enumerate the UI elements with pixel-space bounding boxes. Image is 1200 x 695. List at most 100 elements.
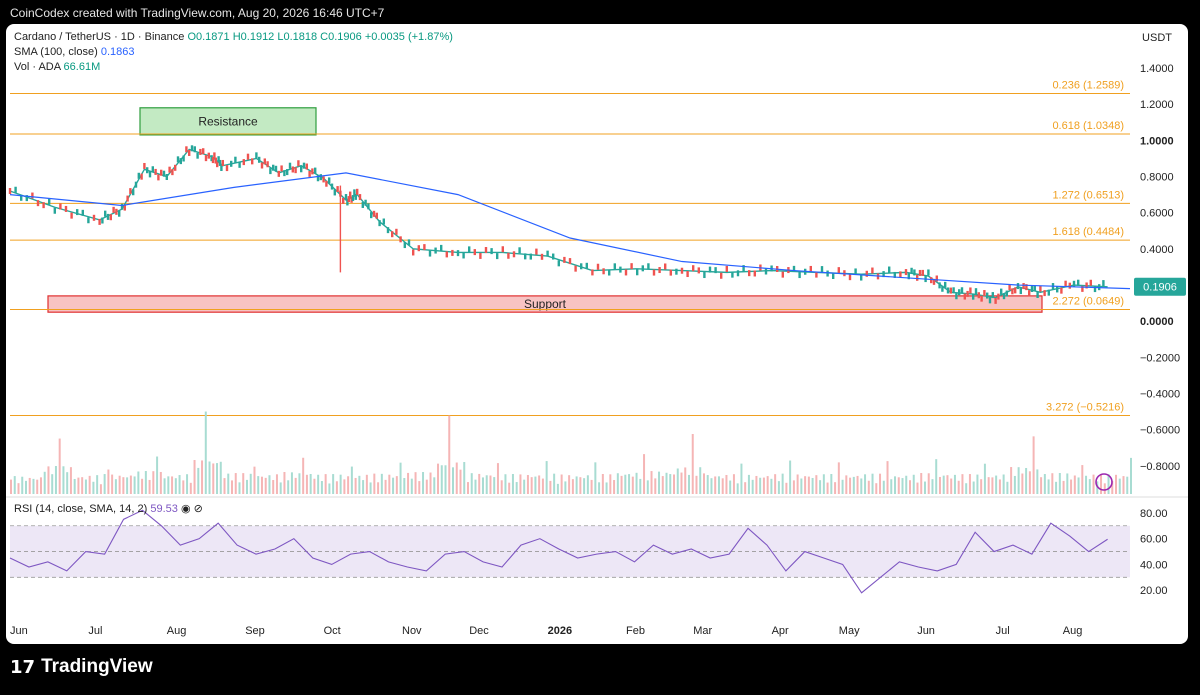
volume-bar (834, 482, 837, 494)
candle (624, 269, 628, 276)
volume-bar (1036, 469, 1039, 494)
time-tick-label: Dec (469, 625, 489, 637)
candle (697, 267, 700, 274)
candle (123, 204, 126, 211)
candle (1000, 288, 1003, 295)
price-chart-svg[interactable]: 1.40001.20001.00000.80000.60000.40000.20… (6, 24, 1188, 644)
volume-bar (84, 479, 87, 494)
candle (308, 170, 311, 177)
volume-bar (500, 480, 503, 494)
volume-bar (897, 477, 900, 494)
candle (148, 171, 152, 178)
sma-value: 0.1863 (100, 46, 135, 58)
volume-bar (590, 479, 593, 494)
volume-bar (856, 475, 859, 494)
candle (675, 268, 678, 275)
candle (1016, 283, 1020, 290)
candle (314, 167, 317, 174)
volume-bar (253, 466, 256, 494)
candle (367, 203, 370, 210)
volume-bar (159, 471, 162, 494)
chart-panel[interactable]: 1.40001.20001.00000.80000.60000.40000.20… (6, 24, 1188, 644)
volume-bar (946, 475, 949, 494)
volume-bar (635, 472, 638, 494)
support-label: Support (524, 297, 567, 311)
candle (36, 200, 40, 207)
candle (297, 160, 300, 167)
volume-bar (324, 474, 327, 494)
candle (146, 167, 149, 174)
candle (417, 245, 420, 252)
candle (347, 196, 350, 203)
volume-bar (1126, 476, 1129, 494)
volume-bar (272, 480, 275, 494)
candle (214, 157, 217, 164)
volume-bar (721, 478, 724, 494)
candle (1036, 291, 1039, 298)
currency-label[interactable]: USDT (1142, 32, 1172, 44)
volume-bar (452, 467, 455, 494)
candle (815, 271, 818, 278)
volume-bar (673, 474, 676, 494)
volume-bar (320, 481, 323, 494)
candle (106, 213, 110, 220)
volume-bar (620, 475, 623, 494)
candle (1085, 282, 1088, 289)
rsi-eye-icon[interactable]: ◉ (180, 503, 191, 515)
candle (518, 247, 521, 254)
volume-bar (358, 475, 361, 494)
candle (1025, 284, 1028, 291)
candle (302, 162, 306, 169)
time-tick-label: Jun (917, 625, 935, 637)
volume-bar (485, 475, 488, 494)
volume-bar (182, 480, 185, 494)
candle (42, 202, 45, 209)
candle (311, 168, 314, 175)
candle (204, 155, 208, 162)
candle (468, 246, 471, 253)
candle (580, 263, 583, 270)
candle (109, 214, 112, 221)
volume-bar (107, 469, 110, 494)
volume-bar (1073, 475, 1076, 494)
candle (913, 269, 916, 276)
volume-bar (598, 482, 601, 494)
volume-bar (1103, 483, 1106, 494)
volume-bar (755, 475, 758, 494)
volume-bar (354, 477, 357, 494)
sma-line (9, 172, 1131, 290)
resistance-label: Resistance (198, 114, 258, 128)
volume-bar (1002, 474, 1005, 494)
price-tick-label: 1.0000 (1140, 135, 1174, 147)
volume-bar (350, 466, 353, 494)
candle (753, 270, 756, 277)
volume-bar (362, 480, 365, 494)
candle (115, 208, 118, 215)
volume-bar (568, 475, 571, 494)
volume-bar (849, 477, 852, 494)
volume-bar (534, 476, 537, 494)
volume-bar (530, 477, 533, 494)
candle (991, 292, 994, 299)
candle (126, 195, 129, 202)
volume-bar (496, 463, 499, 494)
volume-bar (227, 473, 230, 494)
candle (179, 158, 182, 165)
candle (826, 270, 829, 277)
volume-bar (864, 474, 867, 494)
volume-bar (1100, 474, 1103, 494)
candle (960, 287, 964, 294)
candle (325, 180, 328, 187)
candle (351, 195, 355, 202)
candle (104, 210, 107, 217)
volume-bar (212, 463, 215, 494)
current-price-label: 0.1906 (1143, 282, 1177, 294)
candle (291, 166, 294, 173)
volume-bar (242, 473, 245, 494)
volume-bar (403, 478, 406, 494)
volume-bar (777, 481, 780, 494)
candle (263, 158, 266, 165)
volume-bar (886, 461, 889, 494)
rsi-hide-icon[interactable]: ⊘ (193, 503, 203, 515)
